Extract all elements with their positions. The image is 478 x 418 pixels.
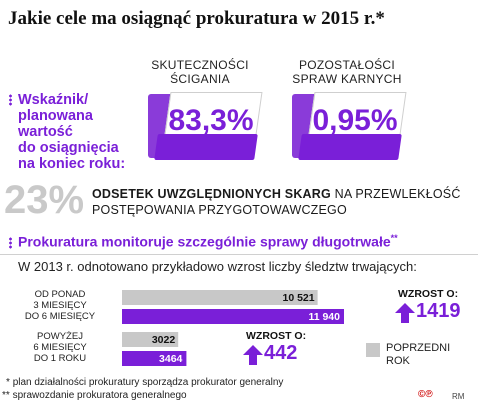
indicator-line: Wskaźnik/ bbox=[8, 92, 148, 108]
arrow-up-icon bbox=[395, 302, 415, 323]
bar-label-previous-2: 3022 bbox=[152, 334, 176, 346]
bar-label-current-2: 3464 bbox=[159, 353, 183, 365]
growth-value-2: 442 bbox=[264, 342, 298, 364]
bar-previous-1 bbox=[122, 290, 318, 305]
indicator-line: na koniec roku: bbox=[18, 156, 126, 172]
indicator-line: wartość bbox=[18, 124, 73, 140]
title-mark: * bbox=[375, 8, 385, 29]
growth-label-1: WZROST O: bbox=[398, 288, 459, 300]
growth-label-2: WZROST O: bbox=[246, 330, 307, 342]
bar-current-1 bbox=[122, 309, 344, 324]
growth-1: 1419 bbox=[394, 300, 461, 324]
section-title: Prokuratura monitoruje szczególnie spraw… bbox=[8, 233, 398, 250]
credits-rm: RM bbox=[452, 392, 465, 401]
stat-23-value: 23% bbox=[4, 178, 85, 222]
folder-icon: 0,95% bbox=[292, 90, 407, 162]
title-text: Jakie cele ma osiągnąć prokuratura w 201… bbox=[8, 8, 376, 29]
legend-swatch-previous-year bbox=[366, 343, 380, 357]
stat-23-description: ODSETEK UWZGLĘDNIONYCH SKARG NA PRZEWLEK… bbox=[92, 187, 461, 217]
indicator-line: do osiągnięcia bbox=[18, 140, 119, 156]
bar-previous-2 bbox=[122, 332, 179, 347]
folder-value-pozostalosci: 0,95% bbox=[312, 104, 398, 137]
indicator-label: Wskaźnik/ planowana wartość do osiągnięc… bbox=[8, 92, 148, 172]
indicator-line: planowana bbox=[18, 108, 93, 124]
growth-value-1: 1419 bbox=[416, 300, 461, 322]
folder-icon: 83,3% bbox=[148, 90, 263, 162]
page-title: Jakie cele ma osiągnąć prokuratura w 201… bbox=[8, 8, 385, 30]
footnote-2: ** sprawozdanie prokuratora generalnego bbox=[2, 390, 187, 401]
category-label-1: OD PONAD 3 MIESIĘCY DO 6 MIESIĘCY bbox=[24, 289, 96, 322]
dots-icon bbox=[8, 94, 13, 107]
bar-label-previous-1: 10 521 bbox=[282, 292, 314, 304]
legend-label-previous-year: POPRZEDNI ROK bbox=[386, 342, 451, 367]
folder-label-skutecznosci: SKUTECZNOŚCI ŚCIGANIA bbox=[151, 58, 249, 86]
folder-value-skutecznosci: 83,3% bbox=[168, 104, 254, 137]
growth-2: 442 bbox=[242, 342, 297, 366]
category-label-2: POWYŻEJ 6 MIESIĘCY DO 1 ROKU bbox=[33, 331, 87, 364]
stat-23-bold: ODSETEK UWZGLĘDNIONYCH SKARG bbox=[92, 187, 331, 201]
bar-label-current-1: 11 940 bbox=[308, 311, 340, 323]
folder-label-pozostalosci: POZOSTAŁOŚCI SPRAW KARNYCH bbox=[292, 58, 402, 86]
arrow-up-icon bbox=[243, 344, 263, 365]
footnote-1: * plan działalności prokuratury sporządz… bbox=[6, 377, 284, 388]
dots-icon bbox=[8, 236, 13, 249]
bar-current-2 bbox=[122, 351, 187, 366]
divider bbox=[0, 254, 478, 255]
logo-icon: ©℗ bbox=[418, 389, 433, 400]
intro-text: W 2013 r. odnotowano przykładowo wzrost … bbox=[18, 259, 417, 274]
